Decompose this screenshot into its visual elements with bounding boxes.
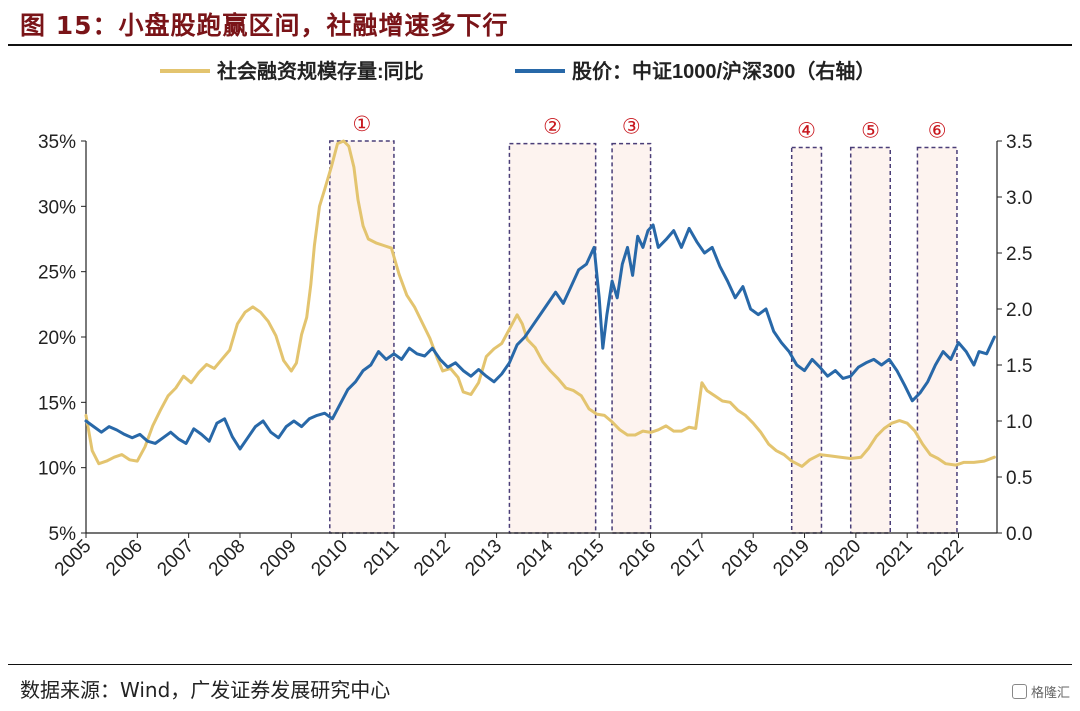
x-tick-label: 2017 xyxy=(667,536,712,581)
x-tick-label: 2018 xyxy=(718,536,763,581)
x-tick-label: 2008 xyxy=(205,536,250,581)
left-tick-label: 25% xyxy=(38,263,76,284)
x-tick-label: 2014 xyxy=(513,535,558,580)
x-tick-label: 2015 xyxy=(564,536,609,581)
highlight-region-4 xyxy=(790,146,823,534)
source-note: 数据来源：Wind，广发证券发展研究中心 xyxy=(20,678,391,702)
highlight-region-3 xyxy=(611,142,652,534)
region-label-3: ③ xyxy=(622,116,641,139)
right-tick-label: 3.0 xyxy=(1006,188,1032,209)
x-tick-label: 2006 xyxy=(102,536,147,581)
region-label-6: ⑥ xyxy=(928,120,947,143)
x-tick-label: 2007 xyxy=(153,536,198,581)
region-label-4: ④ xyxy=(797,120,816,143)
left-tick-label: 35% xyxy=(38,132,76,153)
series-line-social-financing xyxy=(84,139,996,468)
watermark-logo: 格隆汇 xyxy=(1011,682,1070,701)
region-label-5: ⑤ xyxy=(861,120,880,143)
left-tick-label: 15% xyxy=(38,393,76,414)
legend-label-social-financing: 社会融资规模存量:同比 xyxy=(216,59,424,83)
x-tick-label: 2010 xyxy=(307,536,352,581)
region-label-2: ② xyxy=(543,116,562,139)
highlight-region-5 xyxy=(849,146,891,534)
x-tick-label: 2016 xyxy=(615,536,660,581)
left-tick-label: 10% xyxy=(38,459,76,480)
title-divider xyxy=(8,44,1072,46)
x-tick-label: 2012 xyxy=(410,536,455,581)
right-tick-label: 1.5 xyxy=(1006,356,1032,377)
highlight-region-1 xyxy=(329,140,395,534)
x-tick-label: 2019 xyxy=(769,536,814,581)
x-tick-label: 2009 xyxy=(256,536,301,581)
x-tick-label: 2011 xyxy=(360,536,404,580)
region-label-1: ① xyxy=(352,113,371,136)
right-tick-label: 0.5 xyxy=(1006,468,1032,489)
right-tick-label: 2.5 xyxy=(1006,244,1032,265)
x-tick-label: 2013 xyxy=(461,536,506,581)
left-tick-label: 20% xyxy=(38,328,76,349)
footer-divider xyxy=(8,664,1072,665)
x-tick-label: 2022 xyxy=(923,536,968,581)
line-chart: ① ② ③ ④ ⑤ ⑥ 5% 10% 15% 20% 25% 30% 35% 0.0 0.5 1.0 1.5 2.… xyxy=(38,59,1032,581)
highlight-region-6 xyxy=(916,146,958,534)
figure-title: 图 15：小盘股跑赢区间，社融增速多下行 xyxy=(20,11,509,40)
legend-label-price-ratio: 股价：中证1000/沪深300（右轴） xyxy=(572,59,875,83)
logo-text: 格隆汇 xyxy=(1030,686,1070,701)
x-tick-label: 2020 xyxy=(821,536,866,581)
right-tick-label: 3.5 xyxy=(1006,132,1032,153)
series-line-price-ratio xyxy=(84,223,996,451)
logo-icon xyxy=(1011,684,1027,699)
left-tick-label: 30% xyxy=(38,197,76,218)
x-tick-label: 2021 xyxy=(872,536,917,581)
right-tick-label: 1.0 xyxy=(1006,412,1032,433)
right-tick-label: 0.0 xyxy=(1006,524,1032,545)
right-tick-label: 2.0 xyxy=(1006,300,1032,321)
left-tick-label: 5% xyxy=(49,524,77,545)
